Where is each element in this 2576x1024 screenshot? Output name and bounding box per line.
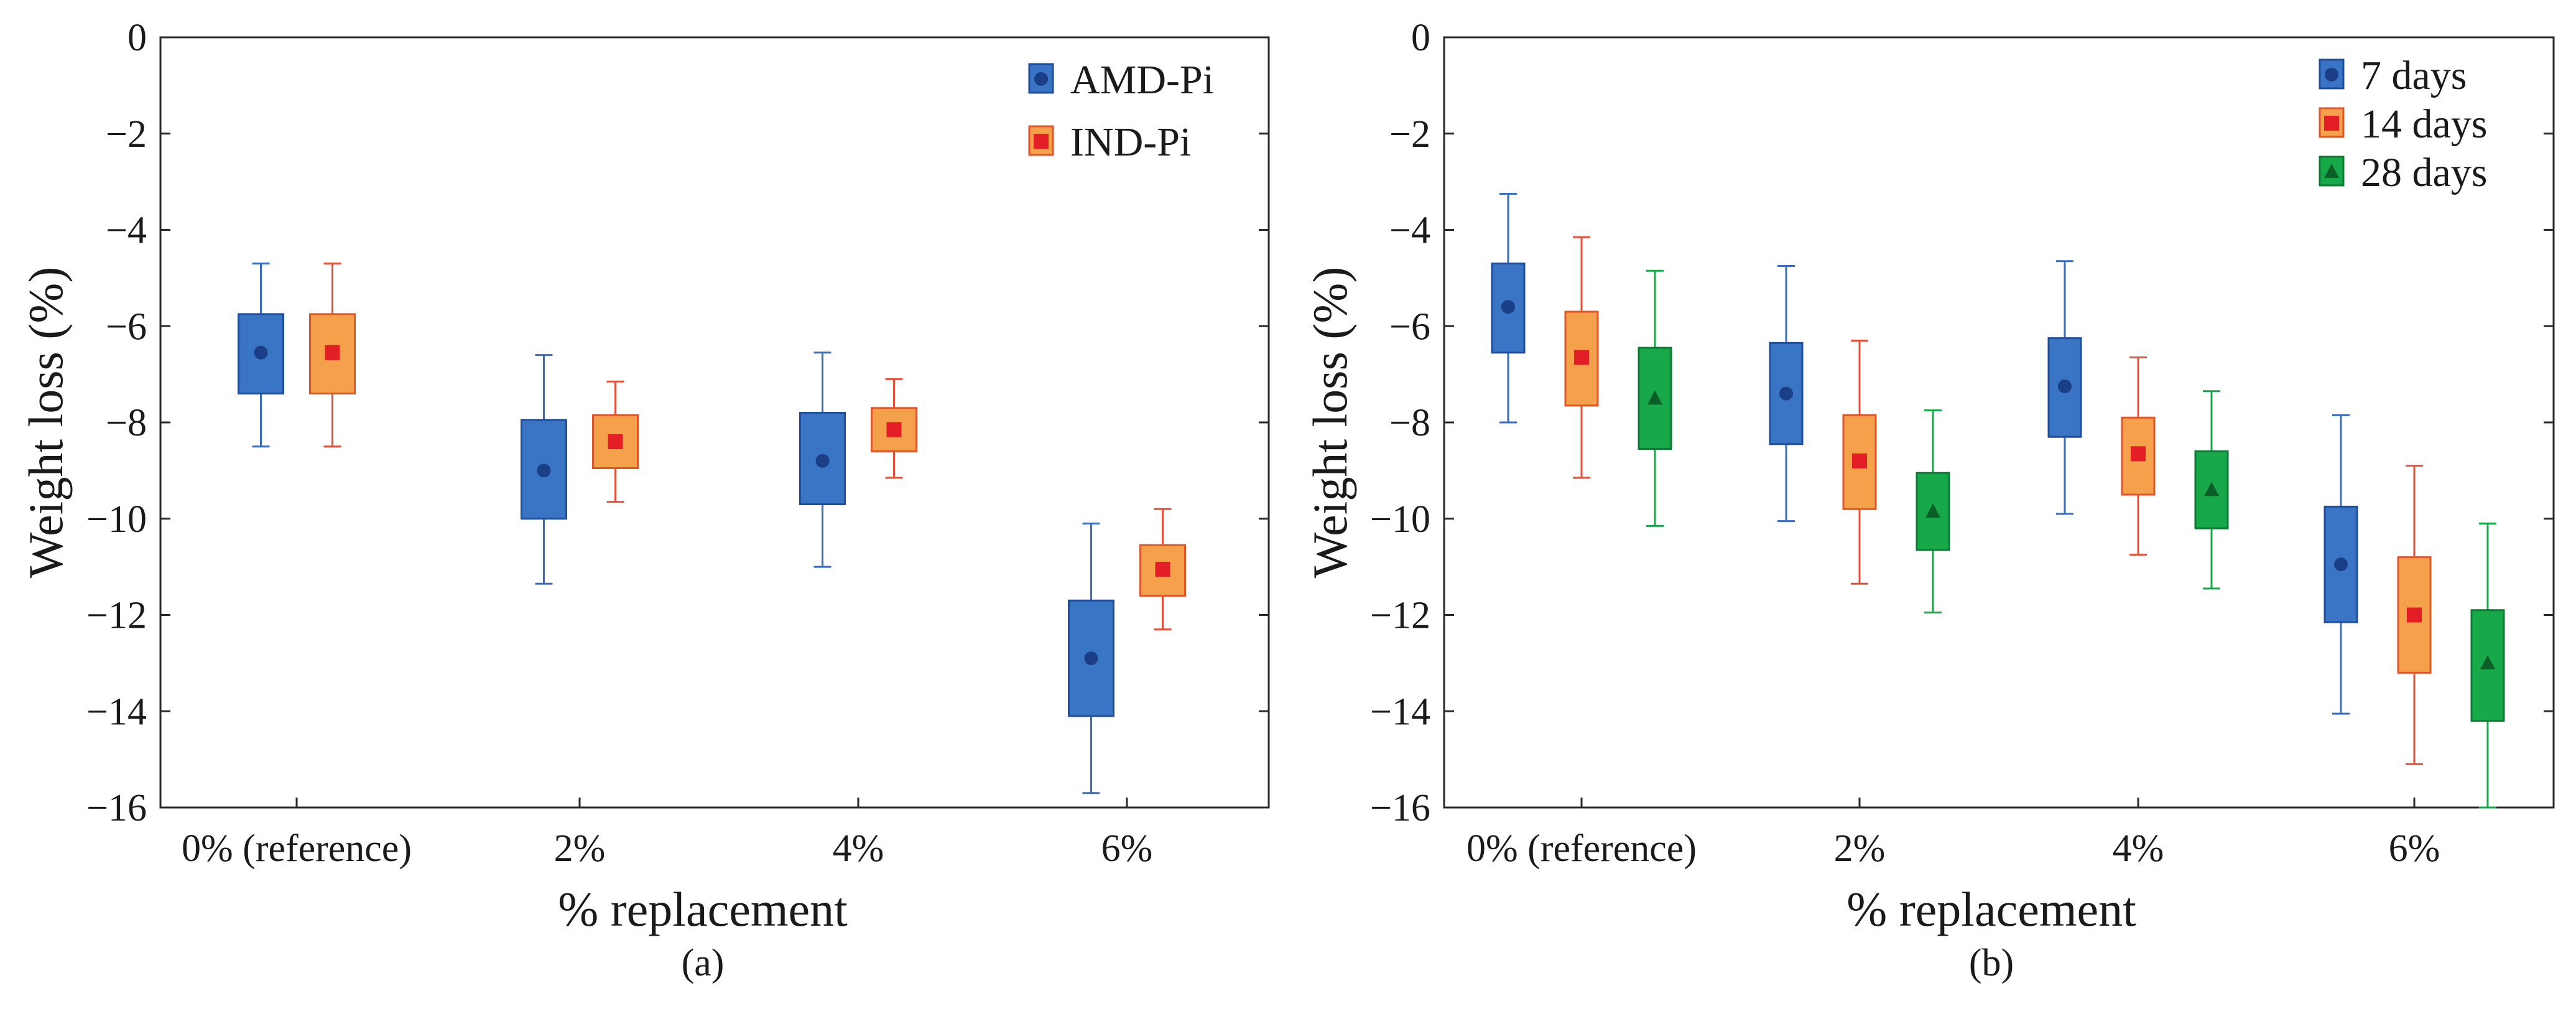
x-tick-label: 6% — [2389, 827, 2440, 870]
y-tick-label: −4 — [1389, 210, 1430, 252]
panel-label: (a) — [682, 942, 725, 984]
legend-marker — [1034, 134, 1049, 149]
legend-label: IND-Pi — [1070, 119, 1191, 165]
mean-marker — [2407, 607, 2422, 623]
x-tick-label: 2% — [554, 827, 606, 870]
y-tick-label: −16 — [1370, 787, 1430, 829]
y-tick-label: −8 — [106, 402, 147, 444]
y-tick-label: 0 — [1411, 17, 1430, 59]
mean-marker — [1155, 561, 1170, 577]
y-tick-label: −16 — [86, 787, 147, 829]
mean-marker — [537, 463, 551, 478]
panel-a-chart: 0 −2 −4 −6 −8 −10 −12 −14 −16 0% (reference) 2% 4% 6… — [19, 17, 1270, 984]
mean-marker — [2334, 557, 2348, 572]
mean-marker — [325, 345, 340, 360]
mean-marker — [2480, 654, 2495, 669]
x-tick-label: 0% (reference) — [1466, 827, 1697, 870]
mean-marker — [886, 422, 902, 437]
legend-label: 14 days — [2361, 101, 2487, 147]
legend-marker — [2324, 116, 2339, 131]
legend-marker — [2324, 164, 2339, 178]
legend-marker — [1034, 72, 1048, 86]
y-tick-label: −12 — [86, 595, 147, 637]
mean-marker — [1501, 300, 1515, 314]
panel-b-chart: 0 −2 −4 −6 −8 −10 −12 −14 −16 0% (reference) 2% 4% 6… — [1303, 17, 2555, 984]
y-tick-label: −2 — [1389, 113, 1430, 156]
y-tick-label: −6 — [1389, 305, 1430, 348]
y-tick-label: −14 — [86, 691, 147, 733]
x-axis-title: % replacement — [558, 882, 848, 936]
x-tick-label: 4% — [833, 827, 884, 870]
x-tick-label: 6% — [1101, 827, 1153, 870]
y-axis-title: Weight loss (%) — [19, 267, 73, 579]
mean-marker — [1084, 651, 1098, 666]
mean-marker — [2131, 446, 2146, 462]
legend-label: AMD-Pi — [1070, 57, 1214, 103]
x-tick-label: 0% (reference) — [182, 827, 412, 870]
legend-label: 7 days — [2361, 53, 2467, 98]
y-tick-label: −10 — [86, 498, 147, 541]
mean-marker — [1574, 350, 1589, 365]
mean-marker — [1925, 503, 1940, 518]
y-tick-label: −10 — [1370, 498, 1430, 541]
y-tick-label: 0 — [127, 17, 147, 59]
mean-marker — [2204, 482, 2219, 496]
mean-marker — [254, 345, 268, 360]
mean-marker — [608, 434, 623, 449]
legend-label: 28 days — [2361, 150, 2487, 195]
y-tick-label: −2 — [106, 113, 147, 156]
mean-marker — [1647, 390, 1662, 405]
y-tick-label: −6 — [106, 305, 147, 348]
legend-marker — [2325, 68, 2338, 81]
y-tick-label: −12 — [1370, 595, 1430, 637]
panel-label: (b) — [1969, 942, 2014, 984]
y-tick-label: −14 — [1370, 691, 1430, 733]
mean-marker — [1779, 386, 1793, 401]
x-axis-title: % replacement — [1846, 882, 2136, 936]
mean-marker — [2058, 379, 2072, 393]
y-tick-label: −4 — [106, 210, 147, 252]
y-tick-label: −8 — [1389, 402, 1430, 444]
x-tick-label: 4% — [2113, 827, 2164, 870]
mean-marker — [815, 454, 830, 468]
y-axis-title: Weight loss (%) — [1303, 267, 1357, 579]
mean-marker — [1852, 453, 1867, 468]
x-tick-label: 2% — [1834, 827, 1886, 870]
